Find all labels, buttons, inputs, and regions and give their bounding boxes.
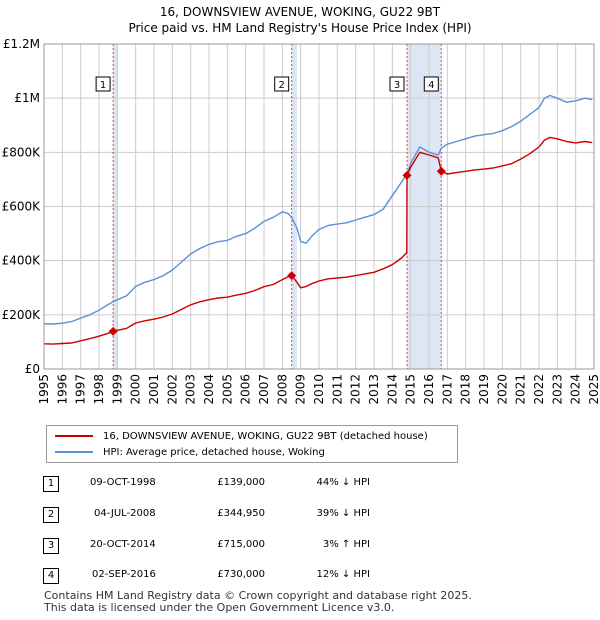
y-tick-label: £0 [25, 362, 40, 376]
sale-badge: 1 [43, 476, 59, 492]
x-tick-label: 2014 [385, 374, 399, 405]
sale-label-number: 1 [100, 80, 106, 91]
legend-label-property: 16, DOWNSVIEW AVENUE, WOKING, GU22 9BT (… [103, 430, 428, 442]
x-tick-label: 2018 [459, 374, 473, 405]
sale-price: £139,000 [217, 477, 265, 488]
x-tick-label: 2020 [495, 374, 509, 405]
y-tick-label: £1.2M [3, 37, 40, 51]
sale-price: £730,000 [217, 569, 265, 580]
sale-row: 2 04-JUL-2008 £344,950 39% ↓ HPI [0, 506, 600, 526]
sale-row: 1 09-OCT-1998 £139,000 44% ↓ HPI [0, 475, 600, 495]
sale-label-box [389, 76, 405, 92]
x-tick-label: 2015 [404, 374, 418, 405]
x-tick-label: 1996 [55, 374, 69, 405]
sale-point [402, 170, 412, 180]
x-tick-label: 2008 [275, 374, 289, 405]
legend-swatch-hpi [55, 451, 93, 453]
sale-label-box [274, 76, 290, 92]
sale-point [108, 326, 118, 336]
x-tick-label: 1997 [74, 374, 88, 405]
x-tick-label: 2017 [440, 374, 454, 405]
sale-label-box [423, 76, 439, 92]
sale-date: 09-OCT-1998 [90, 477, 156, 488]
x-tick-label: 1999 [110, 374, 124, 405]
x-tick-label: 2001 [147, 374, 161, 405]
x-tick-label: 1998 [92, 374, 106, 405]
sale-row: 4 02-SEP-2016 £730,000 12% ↓ HPI [0, 567, 600, 587]
legend-label-hpi: HPI: Average price, detached house, Woki… [103, 446, 325, 458]
x-tick-label: 2009 [294, 374, 308, 405]
sale-badge: 2 [43, 507, 59, 523]
sale-hpi-diff: 3% ↑ HPI [322, 539, 370, 550]
x-tick-label: 2013 [367, 374, 381, 405]
sale-price: £715,000 [217, 539, 265, 550]
sale-price: £344,950 [217, 508, 265, 519]
y-tick-label: £600K [2, 200, 42, 214]
x-tick-label: 2021 [514, 374, 528, 405]
x-tick-label: 2003 [184, 374, 198, 405]
sale-hpi-diff: 44% ↓ HPI [316, 477, 370, 488]
x-tick-label: 2010 [312, 374, 326, 405]
x-tick-label: 2022 [532, 374, 546, 405]
x-tick-label: 2007 [257, 374, 271, 405]
sale-point [436, 166, 446, 176]
x-tick-label: 2005 [220, 374, 234, 405]
x-tick-label: 2023 [550, 374, 564, 405]
x-tick-label: 2000 [129, 374, 143, 405]
x-tick-label: 1995 [37, 374, 51, 405]
sale-label-number: 3 [394, 80, 400, 91]
sale-row: 3 20-OCT-2014 £715,000 3% ↑ HPI [0, 537, 600, 557]
footer-copyright: Contains HM Land Registry data © Crown c… [44, 589, 472, 602]
sale-point [287, 271, 297, 281]
plot-border [43, 43, 595, 370]
price-chart: £0 £200K £400K £600K £800K £1M £1.2M 1995 1996 19… [2, 37, 600, 405]
property-series-line [43, 136, 593, 345]
x-tick-label: 2019 [477, 374, 491, 405]
legend-item-property: 16, DOWNSVIEW AVENUE, WOKING, GU22 9BT (… [55, 428, 428, 444]
legend-swatch-property [55, 435, 93, 437]
sale-label-box [95, 76, 111, 92]
chart-title: 16, DOWNSVIEW AVENUE, WOKING, GU22 9BT [159, 5, 441, 19]
x-tick-label: 2004 [202, 374, 216, 405]
x-tick-label: 2002 [165, 374, 179, 405]
sale-hpi-diff: 12% ↓ HPI [316, 569, 370, 580]
x-tick-label: 2024 [569, 374, 583, 405]
y-tick-label: £1M [14, 91, 40, 105]
legend-item-hpi: HPI: Average price, detached house, Woki… [55, 444, 325, 460]
x-tick-label: 2025 [587, 374, 600, 405]
y-tick-label: £800K [2, 145, 42, 159]
footer-licence: This data is licensed under the Open Gov… [44, 601, 395, 614]
hpi-series-line [43, 94, 593, 325]
x-tick-label: 2012 [349, 374, 363, 405]
sale-badge: 3 [43, 538, 59, 554]
sale-date: 02-SEP-2016 [92, 569, 156, 580]
sale-label-number: 4 [428, 80, 434, 91]
chart-subtitle: Price paid vs. HM Land Registry's House … [128, 21, 472, 35]
x-tick-label: 2016 [422, 374, 436, 405]
sale-hpi-diff: 39% ↓ HPI [316, 508, 370, 519]
sale-date: 20-OCT-2014 [90, 539, 156, 550]
legend: 16, DOWNSVIEW AVENUE, WOKING, GU22 9BT (… [46, 425, 458, 463]
sale-label-number: 2 [278, 80, 284, 91]
x-tick-label: 2006 [239, 374, 253, 405]
sale-date: 04-JUL-2008 [94, 508, 156, 519]
sale-badge: 4 [43, 568, 59, 584]
x-tick-label: 2011 [330, 374, 344, 405]
y-tick-label: £400K [2, 254, 42, 268]
y-tick-label: £200K [2, 308, 42, 322]
